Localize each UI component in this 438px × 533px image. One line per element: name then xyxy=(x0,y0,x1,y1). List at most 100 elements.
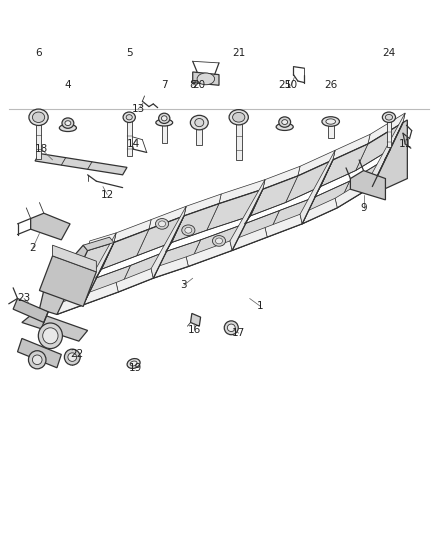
Polygon shape xyxy=(302,160,333,224)
Polygon shape xyxy=(35,122,41,159)
Polygon shape xyxy=(83,265,131,305)
Polygon shape xyxy=(172,204,219,243)
Text: 18: 18 xyxy=(35,144,48,154)
Polygon shape xyxy=(368,113,405,144)
Text: 6: 6 xyxy=(35,49,42,58)
Polygon shape xyxy=(151,206,186,278)
Polygon shape xyxy=(88,233,116,251)
Ellipse shape xyxy=(155,219,169,229)
Ellipse shape xyxy=(229,110,248,125)
Polygon shape xyxy=(81,233,116,305)
Ellipse shape xyxy=(130,361,137,366)
Polygon shape xyxy=(191,313,201,326)
Polygon shape xyxy=(39,245,88,314)
Polygon shape xyxy=(251,176,298,216)
Ellipse shape xyxy=(195,118,204,127)
Ellipse shape xyxy=(382,112,396,123)
Polygon shape xyxy=(127,120,131,156)
Text: 8: 8 xyxy=(189,80,196,90)
Ellipse shape xyxy=(126,115,132,120)
Polygon shape xyxy=(302,181,350,224)
Ellipse shape xyxy=(233,112,245,122)
Polygon shape xyxy=(333,134,370,160)
Polygon shape xyxy=(207,189,263,230)
Polygon shape xyxy=(232,211,279,251)
Polygon shape xyxy=(102,229,149,269)
Ellipse shape xyxy=(59,124,76,132)
Text: 14: 14 xyxy=(127,139,140,149)
Ellipse shape xyxy=(32,112,45,123)
Ellipse shape xyxy=(224,321,238,335)
Text: 3: 3 xyxy=(180,280,187,290)
Polygon shape xyxy=(186,241,232,266)
Text: 26: 26 xyxy=(324,80,337,90)
Polygon shape xyxy=(267,197,314,237)
Ellipse shape xyxy=(227,324,235,332)
Polygon shape xyxy=(118,252,166,292)
Ellipse shape xyxy=(64,349,80,365)
Polygon shape xyxy=(236,122,242,160)
Polygon shape xyxy=(335,177,372,208)
Polygon shape xyxy=(57,278,95,314)
Text: 13: 13 xyxy=(131,104,145,114)
Polygon shape xyxy=(321,144,368,187)
Polygon shape xyxy=(149,206,186,229)
Polygon shape xyxy=(263,166,300,189)
Polygon shape xyxy=(298,150,335,176)
Text: 25: 25 xyxy=(278,80,291,90)
Polygon shape xyxy=(219,180,265,204)
Polygon shape xyxy=(372,123,403,187)
Text: 2: 2 xyxy=(29,243,36,253)
Ellipse shape xyxy=(28,351,46,369)
Polygon shape xyxy=(39,256,96,306)
Polygon shape xyxy=(193,72,219,85)
Polygon shape xyxy=(13,298,48,322)
Polygon shape xyxy=(18,338,61,368)
Polygon shape xyxy=(230,180,265,251)
Polygon shape xyxy=(196,127,202,145)
Ellipse shape xyxy=(123,112,135,123)
Polygon shape xyxy=(162,123,167,143)
Ellipse shape xyxy=(162,116,167,121)
Ellipse shape xyxy=(385,115,392,120)
Ellipse shape xyxy=(191,115,208,130)
Ellipse shape xyxy=(182,225,195,236)
Polygon shape xyxy=(153,216,184,278)
Polygon shape xyxy=(81,282,118,305)
Polygon shape xyxy=(116,269,153,292)
Text: 5: 5 xyxy=(126,49,133,58)
Polygon shape xyxy=(151,257,188,278)
Text: 23: 23 xyxy=(18,294,31,303)
Text: 4: 4 xyxy=(64,80,71,90)
Polygon shape xyxy=(370,113,405,187)
Ellipse shape xyxy=(185,228,192,233)
Ellipse shape xyxy=(43,328,58,344)
Polygon shape xyxy=(372,120,407,195)
Polygon shape xyxy=(75,243,114,277)
Polygon shape xyxy=(83,237,114,251)
Ellipse shape xyxy=(276,123,293,131)
Text: 7: 7 xyxy=(161,80,168,90)
Polygon shape xyxy=(31,213,70,240)
Text: 22: 22 xyxy=(70,350,83,359)
Polygon shape xyxy=(114,220,151,243)
Polygon shape xyxy=(356,123,403,171)
Polygon shape xyxy=(387,120,392,147)
Polygon shape xyxy=(83,243,114,305)
Ellipse shape xyxy=(29,109,48,125)
Ellipse shape xyxy=(68,353,77,361)
Text: 10: 10 xyxy=(285,80,298,90)
Polygon shape xyxy=(35,154,127,175)
Polygon shape xyxy=(188,224,244,266)
Text: 19: 19 xyxy=(129,363,142,373)
Polygon shape xyxy=(184,194,221,216)
Text: 20: 20 xyxy=(193,80,206,90)
Text: 17: 17 xyxy=(232,328,245,338)
Ellipse shape xyxy=(197,73,215,85)
Polygon shape xyxy=(286,160,333,203)
Polygon shape xyxy=(153,240,201,278)
Polygon shape xyxy=(300,150,335,224)
Ellipse shape xyxy=(322,117,339,126)
Polygon shape xyxy=(328,124,334,138)
Polygon shape xyxy=(230,228,267,251)
